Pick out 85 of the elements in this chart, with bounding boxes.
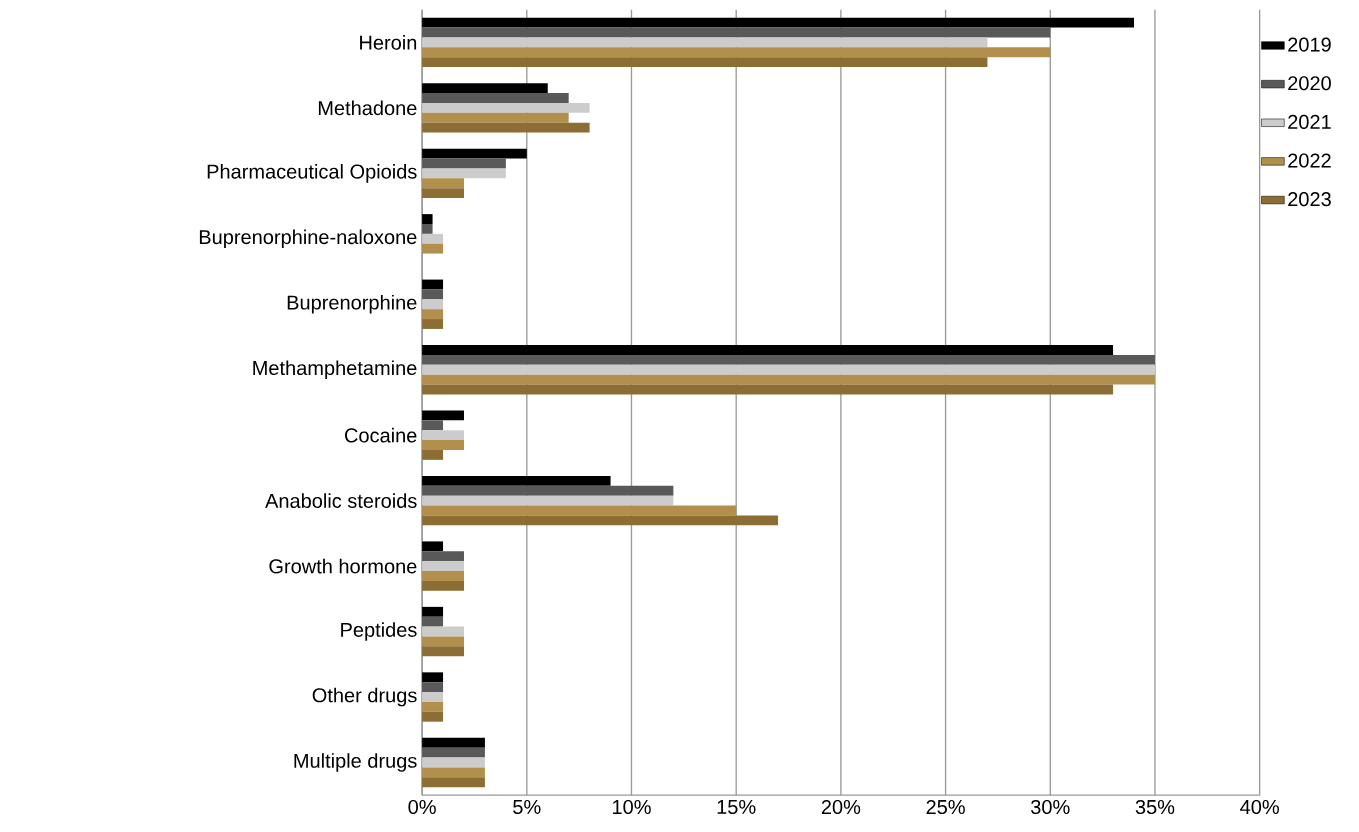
y-tick-label: Buprenorphine <box>287 294 417 314</box>
bar <box>422 214 433 224</box>
y-tick-label: Other drugs <box>312 687 417 707</box>
bar <box>422 223 433 234</box>
bar <box>422 561 464 571</box>
bar <box>422 449 444 460</box>
bar <box>422 672 444 683</box>
bar <box>422 384 1114 395</box>
bar <box>422 102 590 113</box>
bar <box>422 83 548 93</box>
bar <box>422 309 444 319</box>
bar <box>422 354 1155 365</box>
bar <box>422 711 444 722</box>
bar <box>422 505 737 516</box>
x-tick-label: 20% <box>821 799 861 814</box>
bar <box>422 626 464 637</box>
bar <box>422 580 464 591</box>
x-tick-label: 5% <box>513 799 541 814</box>
bar <box>422 299 444 310</box>
bar <box>422 551 464 562</box>
bar <box>422 289 444 300</box>
bar <box>422 485 674 496</box>
y-tick-label: Anabolic steroids <box>265 493 417 508</box>
bar <box>422 122 590 133</box>
bar <box>422 364 1155 375</box>
bar <box>422 279 444 290</box>
bar <box>422 410 464 421</box>
bar <box>422 92 569 103</box>
bar <box>422 27 1051 38</box>
x-tick-label: 25% <box>926 799 965 814</box>
x-tick-label: 15% <box>717 799 756 814</box>
bar <box>422 57 988 67</box>
bar <box>422 243 444 254</box>
bar <box>422 188 464 198</box>
bar <box>422 570 464 581</box>
bar <box>422 47 1051 58</box>
x-tick-label: 10% <box>613 799 651 814</box>
y-tick-label: Multiple drugs <box>294 753 417 772</box>
bar <box>422 374 1155 385</box>
bar <box>422 148 527 159</box>
bar <box>422 541 444 552</box>
bar <box>422 636 464 647</box>
bar <box>422 17 1135 28</box>
bar <box>422 606 444 617</box>
y-tick-label: Methamphetamine <box>253 360 417 379</box>
bar <box>422 737 485 748</box>
bar <box>422 701 444 712</box>
y-tick-label: Growth hormone <box>269 558 417 574</box>
bar <box>422 616 444 627</box>
legend-label: 2021 <box>1288 114 1331 129</box>
bar <box>422 344 1114 355</box>
legend-label: 2020 <box>1288 76 1331 91</box>
bar <box>422 420 444 431</box>
y-tick-label: Pharmaceutical Opioids <box>207 163 417 183</box>
bar <box>422 440 464 450</box>
legend-label: 2023 <box>1288 191 1331 207</box>
bar <box>422 682 444 692</box>
bar <box>422 158 506 169</box>
legend-label: 2022 <box>1288 153 1331 168</box>
y-tick-label: Buprenorphine-naloxone <box>199 229 417 248</box>
bar <box>422 747 485 758</box>
bar <box>422 515 779 526</box>
bar <box>422 430 464 441</box>
bar <box>422 233 444 244</box>
bar <box>422 178 464 189</box>
y-tick-label: Cocaine <box>345 427 417 443</box>
x-tick-label: 0% <box>408 799 436 814</box>
bar <box>422 777 485 788</box>
x-tick-label: 30% <box>1031 799 1070 814</box>
bar <box>422 112 569 123</box>
bar <box>422 168 506 179</box>
bar <box>422 646 464 657</box>
bar <box>422 757 485 768</box>
bar <box>422 318 444 329</box>
bar <box>422 37 988 48</box>
y-tick-label: Heroin <box>360 34 417 50</box>
bar <box>422 495 674 506</box>
x-tick-label: 35% <box>1135 799 1175 814</box>
bar <box>422 691 444 702</box>
y-tick-label: Methadone <box>318 100 417 116</box>
x-tick-label: 40% <box>1240 799 1279 814</box>
bar <box>422 475 611 486</box>
bar <box>422 767 485 778</box>
y-tick-label: Peptides <box>341 622 417 641</box>
legend-label: 2019 <box>1288 37 1331 52</box>
